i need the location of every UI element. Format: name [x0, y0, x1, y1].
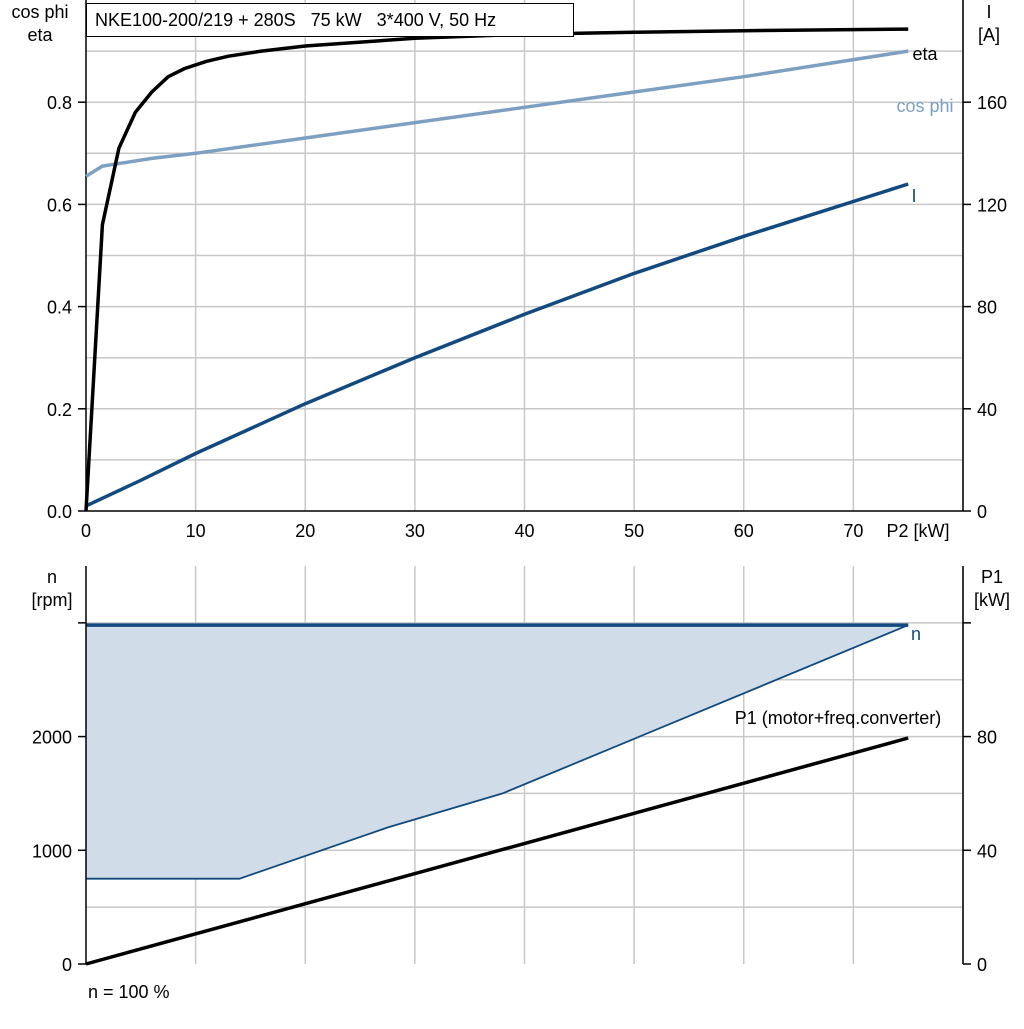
- p1-left-axis-label-line1: cos phi: [11, 2, 68, 22]
- p2-left-tick-label-2: 2000: [32, 728, 72, 748]
- p2-left-tick-label-0: 0: [62, 955, 72, 975]
- p1-x-tick-label-3: 30: [405, 521, 425, 541]
- p1-left-tick-label-4: 0.8: [47, 93, 72, 113]
- chart-title: NKE100-200/219 + 280S 75 kW 3*400 V, 50 …: [86, 3, 574, 37]
- footer-note: n = 100 %: [88, 982, 170, 1002]
- p1-right-tick-label-0: 0: [977, 502, 987, 522]
- p1-x-tick-label-4: 40: [514, 521, 534, 541]
- p1-x-tick-label-5: 50: [624, 521, 644, 541]
- p1-x-tick-label-7: 70: [843, 521, 863, 541]
- p1-left-tick-label-2: 0.4: [47, 298, 72, 318]
- series-cosphi-label: cos phi: [896, 96, 953, 116]
- p1-right-tick-label-3: 120: [977, 195, 1007, 215]
- series-current-label: I: [911, 186, 916, 206]
- p1-x-axis-label: P2 [kW]: [886, 521, 949, 541]
- p1-x-tick-label-2: 20: [295, 521, 315, 541]
- series-p1-line: [85, 736, 909, 966]
- p1-right-axis-label-line2: [A]: [978, 25, 1000, 45]
- p1-left-tick-label-0: 0.0: [47, 502, 72, 522]
- p2-right-tick-label-0: 0: [977, 955, 987, 975]
- speed-range-area: [86, 625, 909, 879]
- series-eta-line: [84, 27, 909, 512]
- series-cosphi-line: [85, 49, 909, 178]
- p1-x-tick-label-1: 10: [186, 521, 206, 541]
- series-current-line: [85, 182, 909, 508]
- p1-left-axis-label-line2: eta: [27, 25, 53, 45]
- series-eta-label: eta: [912, 44, 938, 64]
- p1-right-tick-label-1: 40: [977, 400, 997, 420]
- series-n-label: n: [911, 624, 921, 644]
- p2-left-axis-label-line1: n: [47, 567, 57, 587]
- p2-left-axis-label-line2: [rpm]: [31, 590, 72, 610]
- p1-right-tick-label-4: 160: [977, 93, 1007, 113]
- p2-right-tick-label-2: 80: [977, 728, 997, 748]
- p1-right-axis-label-line1: I: [986, 2, 991, 22]
- p2-right-axis-label-line2: [kW]: [974, 590, 1010, 610]
- p2-right-tick-label-1: 40: [977, 841, 997, 861]
- p2-left-tick-label-1: 1000: [32, 841, 72, 861]
- p1-x-tick-label-0: 0: [81, 521, 91, 541]
- p1-left-tick-label-3: 0.6: [47, 195, 72, 215]
- p1-right-tick-label-2: 80: [977, 298, 997, 318]
- p1-x-tick-label-6: 60: [734, 521, 754, 541]
- series-p1-label: P1 (motor+freq.converter): [735, 708, 942, 728]
- p1-left-tick-label-1: 0.2: [47, 400, 72, 420]
- series-n-lower-line: [86, 624, 909, 880]
- p2-right-axis-label-line1: P1: [981, 567, 1003, 587]
